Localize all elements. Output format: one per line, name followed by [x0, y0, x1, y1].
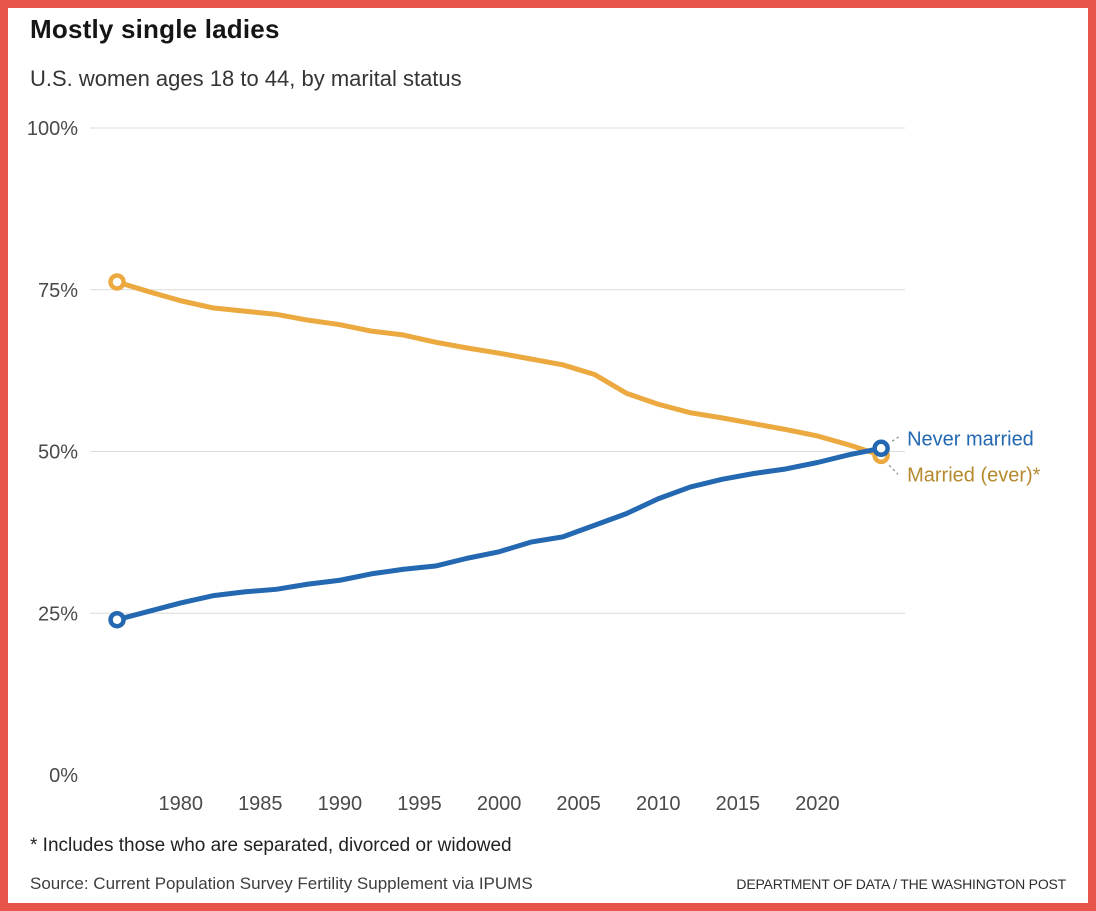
- series-marker: [108, 610, 126, 629]
- leader-line: [888, 464, 899, 475]
- footnote: * Includes those who are separated, divo…: [30, 835, 512, 856]
- credit-text: DEPARTMENT OF DATA / THE WASHINGTON POST: [736, 876, 1066, 892]
- series-label-married-ever: Married (ever)*: [907, 464, 1041, 486]
- line-chart-canvas: 0% 25% 50% 75% 100% 1980 1985 1990 1995 2000 2005 2…: [27, 118, 1041, 815]
- series-marker: [872, 439, 890, 458]
- series-line-married-ever: [114, 279, 884, 458]
- source-text: Source: Current Population Survey Fertil…: [30, 874, 533, 893]
- chart-title: Mostly single ladies: [30, 14, 280, 44]
- series-label-never-married: Never married: [907, 428, 1034, 450]
- y-tick-label: 0%: [49, 765, 78, 787]
- y-tick-label: 25%: [38, 603, 78, 625]
- series-line-never-married: [114, 445, 884, 623]
- x-tick-label: 1980: [158, 793, 203, 815]
- x-tick-label: 2000: [477, 793, 522, 815]
- x-tick-label: 2010: [636, 793, 681, 815]
- x-tick-label: 1990: [318, 793, 363, 815]
- x-tick-label: 1995: [397, 793, 442, 815]
- x-tick-label: 2015: [716, 793, 761, 815]
- y-tick-label: 50%: [38, 442, 78, 464]
- leader-line: [891, 434, 902, 442]
- chart-subtitle: U.S. women ages 18 to 44, by marital sta…: [30, 66, 462, 91]
- series-marker: [108, 273, 126, 291]
- x-tick-label: 1985: [238, 793, 283, 815]
- x-tick-label: 2005: [556, 793, 601, 815]
- x-tick-label: 2020: [795, 793, 840, 815]
- source-bar: Source: Current Population Survey Fertil…: [30, 874, 1066, 894]
- y-tick-label: 75%: [38, 280, 78, 302]
- y-tick-label: 100%: [27, 118, 78, 140]
